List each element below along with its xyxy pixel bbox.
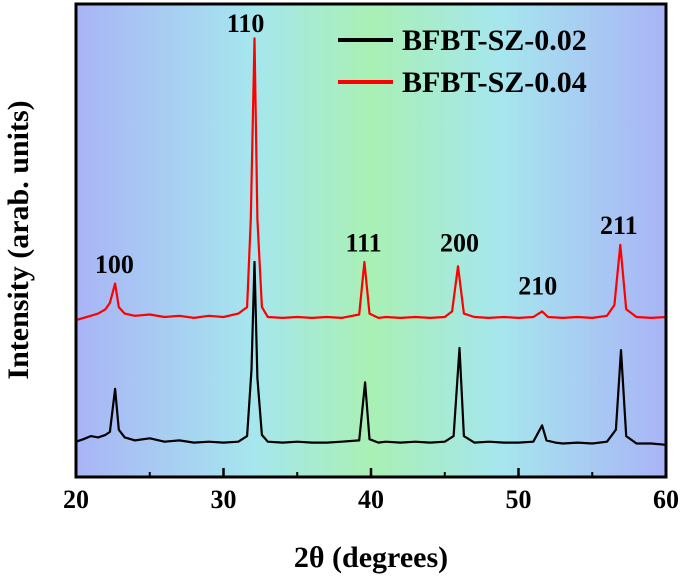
x-tick-label-30: 30: [211, 485, 237, 514]
y-axis-title: Intensity (arab. units): [2, 100, 35, 379]
x-tick-label-60: 60: [653, 485, 679, 514]
series-layer: [75, 37, 667, 446]
peak-label-200: 200: [440, 228, 479, 257]
x-axis-title: 2θ (degrees): [294, 541, 448, 574]
peak-label-111: 111: [346, 228, 382, 257]
x-tick-label-40: 40: [358, 485, 384, 514]
legend: BFBT-SZ-0.02 BFBT-SZ-0.04: [338, 24, 587, 99]
peak-label-100: 100: [95, 250, 134, 279]
x-axis: 20 30 40 50 60: [63, 468, 679, 514]
series-line-1: [75, 37, 667, 322]
x-tick-label-50: 50: [506, 485, 532, 514]
peak-label-211: 211: [600, 211, 638, 240]
peak-label-110: 110: [227, 9, 265, 38]
x-tick-label-20: 20: [63, 485, 89, 514]
legend-label-0: BFBT-SZ-0.02: [402, 24, 587, 57]
series-line-0: [75, 260, 667, 446]
peak-labels: 100 110 111 200 210 211: [95, 9, 638, 300]
peak-label-210: 210: [518, 271, 557, 300]
legend-label-1: BFBT-SZ-0.04: [402, 66, 587, 99]
